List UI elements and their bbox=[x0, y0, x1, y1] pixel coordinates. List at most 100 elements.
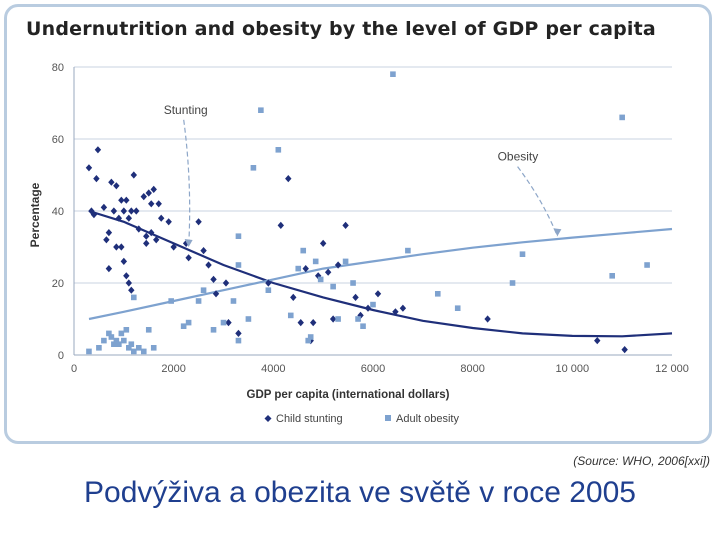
stunting-point bbox=[285, 175, 292, 183]
obesity-point bbox=[116, 341, 122, 347]
obesity-point bbox=[235, 262, 242, 268]
obesity-point bbox=[145, 327, 152, 333]
obesity-point bbox=[101, 337, 107, 344]
stunting-point bbox=[165, 218, 172, 226]
obesity-point bbox=[135, 345, 142, 351]
trendline-child-stunting bbox=[88, 209, 673, 338]
stunting-point bbox=[128, 207, 135, 215]
stunting-point bbox=[105, 229, 113, 237]
stunting-point bbox=[143, 232, 150, 240]
stunting-point bbox=[123, 196, 130, 204]
stunting-point bbox=[212, 290, 220, 298]
obesity-point bbox=[509, 280, 516, 286]
obesity-point bbox=[245, 316, 252, 322]
x-tick-label: 6000 bbox=[361, 363, 385, 375]
legend-obesity-label: Adult obesity bbox=[396, 413, 459, 425]
obesity-point bbox=[128, 341, 135, 347]
y-tick-label: 0 bbox=[58, 350, 64, 362]
obesity-point bbox=[180, 323, 187, 329]
stunting-point bbox=[235, 329, 242, 337]
obesity-point bbox=[258, 107, 264, 113]
obesity-point bbox=[454, 305, 461, 311]
legend-obesity-marker bbox=[385, 415, 391, 421]
stunting-point bbox=[125, 214, 133, 222]
obesity-point bbox=[644, 262, 650, 268]
stunting-point bbox=[399, 304, 407, 312]
y-tick-label: 40 bbox=[52, 206, 64, 218]
stunting-point bbox=[314, 272, 322, 280]
obesity-point bbox=[355, 316, 361, 322]
source-note: (Source: WHO, 2006[xxi]) bbox=[573, 454, 710, 468]
arrow-head bbox=[553, 228, 562, 237]
obesity-point bbox=[210, 327, 217, 333]
stunting-point bbox=[302, 265, 309, 273]
stunting-point bbox=[118, 196, 125, 204]
stunting-point bbox=[594, 337, 601, 345]
arrow-head bbox=[184, 239, 193, 247]
obesity-point bbox=[300, 247, 307, 254]
stunting-point bbox=[185, 254, 192, 262]
y-tick-label: 60 bbox=[52, 134, 64, 146]
stunting-point bbox=[352, 293, 359, 301]
trend-lines bbox=[88, 209, 673, 338]
stunting-point bbox=[319, 239, 327, 247]
stunting-point bbox=[140, 193, 147, 201]
obesity-point bbox=[113, 337, 120, 344]
grid-lines bbox=[74, 66, 672, 284]
stunting-point bbox=[120, 207, 128, 215]
obesity-point bbox=[108, 334, 115, 340]
stunting-point bbox=[205, 261, 212, 269]
stunting-point bbox=[118, 243, 125, 251]
obesity-point bbox=[168, 298, 174, 304]
obesity-point bbox=[360, 323, 366, 329]
obesity-point bbox=[287, 312, 294, 319]
stunting-point bbox=[110, 207, 118, 215]
stunting-point bbox=[145, 189, 152, 197]
obesity-point bbox=[235, 337, 242, 344]
chart-title: Undernutrition and obesity by the level … bbox=[26, 18, 656, 40]
tick-labels: 0 20 40 60 80 0 2000 4000 6000 8000 10 000 12 000 bbox=[52, 62, 689, 375]
stunting-point bbox=[85, 164, 93, 172]
stunting-point bbox=[324, 268, 332, 276]
obesity-point bbox=[200, 287, 207, 293]
stunting-point bbox=[484, 315, 491, 323]
annotation-label: Stunting bbox=[164, 103, 208, 117]
legend-stunting-marker bbox=[264, 415, 272, 422]
stunting-point bbox=[88, 207, 95, 215]
obesity-point bbox=[106, 330, 112, 337]
legend: Child stunting Adult obesity bbox=[264, 413, 459, 425]
obesity-point bbox=[519, 251, 526, 257]
obesity-point bbox=[195, 298, 202, 304]
y-tick-label: 20 bbox=[52, 278, 64, 290]
stunting-point bbox=[182, 239, 190, 247]
axes bbox=[73, 67, 672, 356]
obesity-point bbox=[96, 345, 102, 351]
stunting-point bbox=[105, 265, 113, 273]
obesity-point bbox=[123, 327, 130, 333]
annotation-arrow bbox=[517, 166, 558, 237]
stunting-point bbox=[225, 319, 232, 327]
stunting-point bbox=[392, 308, 399, 316]
obesity-point bbox=[609, 273, 615, 279]
chart-panel bbox=[4, 4, 712, 444]
obesity-point bbox=[305, 337, 312, 344]
annotation-label: Obesity bbox=[498, 150, 539, 164]
obesity-point bbox=[312, 258, 319, 265]
obesity-point bbox=[111, 341, 117, 347]
stunting-point bbox=[374, 290, 382, 298]
stunting-point bbox=[265, 279, 272, 287]
stunting-point bbox=[133, 207, 140, 215]
stunting-point bbox=[94, 146, 102, 154]
stunting-point bbox=[155, 200, 162, 208]
stunting-point bbox=[170, 243, 177, 251]
stunting-point bbox=[158, 214, 165, 222]
stunting-point bbox=[195, 218, 202, 226]
axis-labels: GDP per capita (international dollars) Pe… bbox=[28, 182, 450, 401]
stunting-point bbox=[135, 225, 142, 233]
stunting-point bbox=[364, 304, 372, 312]
stunting-point bbox=[277, 221, 285, 229]
stunting-point bbox=[128, 286, 135, 294]
stunting-point bbox=[143, 239, 150, 247]
stunting-point bbox=[130, 171, 137, 179]
stunting-point bbox=[210, 275, 217, 283]
